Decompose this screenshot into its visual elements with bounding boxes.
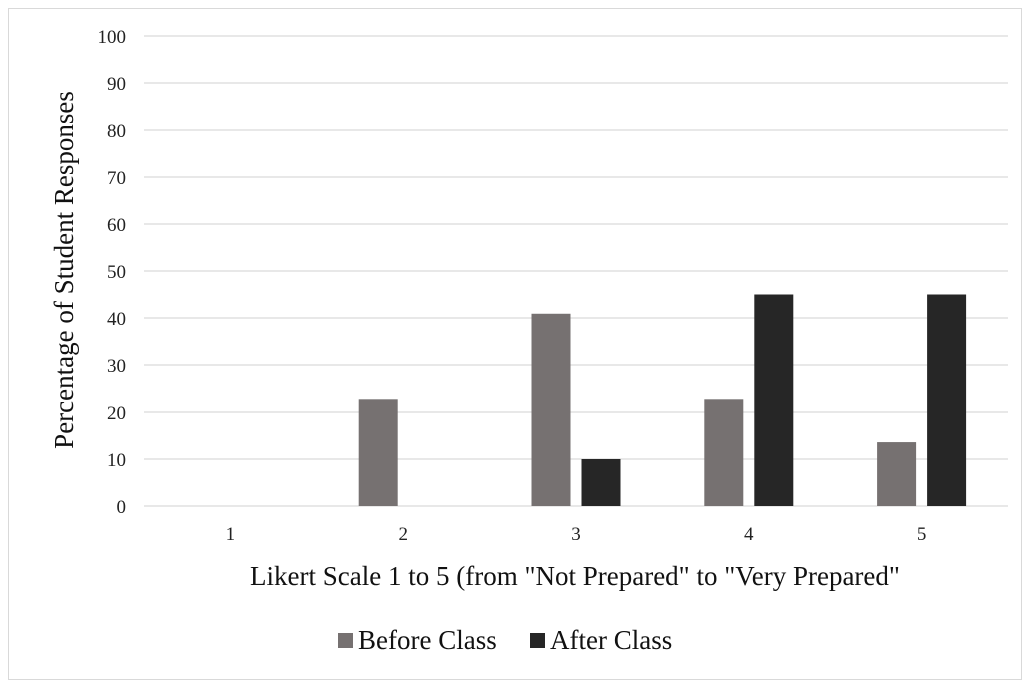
legend-label: After Class	[550, 625, 672, 655]
bars	[358, 294, 967, 506]
y-tick-label: 10	[107, 450, 126, 471]
bar-before-class-4	[704, 399, 744, 506]
legend-label: Before Class	[358, 625, 497, 655]
x-tick-label: 4	[744, 524, 754, 545]
y-axis-ticks: 0 10 20 30 40 50 60 70 80 90 100	[98, 27, 127, 518]
bar-after-class-5	[927, 294, 967, 506]
y-tick-label: 80	[107, 121, 126, 142]
bar-before-class-2	[358, 399, 398, 506]
y-tick-label: 70	[107, 168, 126, 189]
legend-swatch	[338, 633, 353, 648]
x-axis-title: Likert Scale 1 to 5 (from "Not Prepared"…	[250, 561, 900, 591]
y-tick-label: 50	[107, 262, 126, 283]
x-tick-label: 3	[571, 524, 581, 545]
y-tick-label: 90	[107, 74, 126, 95]
x-axis-ticks: 1 2 3 4 5	[226, 524, 927, 545]
x-tick-label: 2	[398, 524, 408, 545]
y-tick-label: 40	[107, 309, 126, 330]
y-tick-label: 60	[107, 215, 126, 236]
bar-after-class-4	[754, 294, 794, 506]
legend: Before Class After Class	[338, 625, 672, 655]
y-tick-label: 0	[117, 497, 127, 518]
y-tick-label: 20	[107, 403, 126, 424]
y-tick-label: 100	[98, 27, 127, 48]
bar-before-class-3	[531, 313, 571, 506]
bar-before-class-5	[877, 442, 917, 506]
x-tick-label: 1	[226, 524, 236, 545]
chart-frame	[8, 8, 1022, 680]
x-tick-label: 5	[917, 524, 927, 545]
bar-after-class-3	[581, 459, 621, 506]
y-axis-title: Percentage of Student Responses	[49, 91, 79, 449]
gridlines	[144, 35, 1008, 507]
y-tick-label: 30	[107, 356, 126, 377]
legend-swatch	[530, 633, 545, 648]
